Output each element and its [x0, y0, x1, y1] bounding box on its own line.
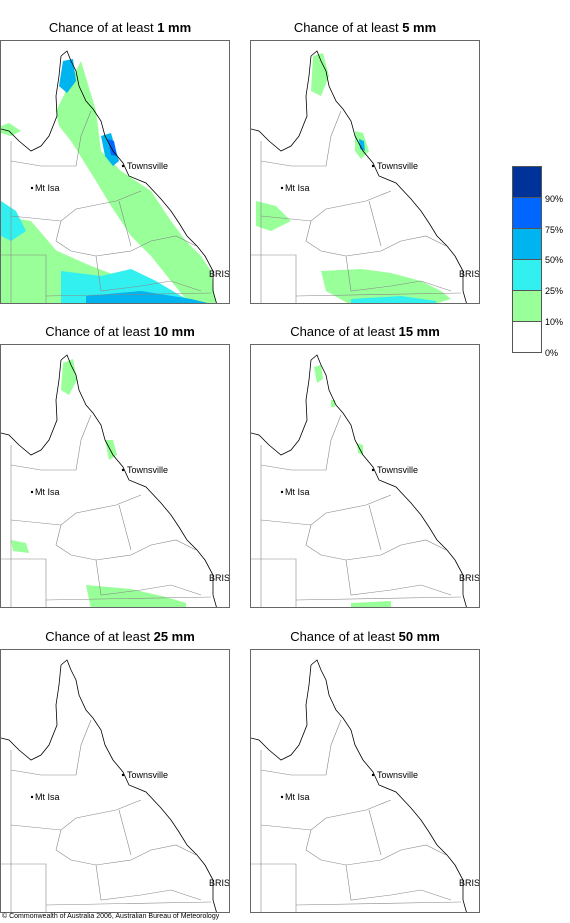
copyright-notice: © Commonwealth of Australia 2006, Austra… [2, 913, 220, 920]
legend-label-90: 90% [545, 194, 564, 204]
label-mt-isa: Mt Isa [35, 792, 60, 802]
map-svg: Townsville Mt Isa BRIS [251, 50, 480, 303]
title-prefix: Chance of at least [45, 324, 154, 339]
district-borders [251, 110, 462, 303]
map-5mm: Townsville Mt Isa BRIS [250, 40, 480, 304]
map-svg: Townsville Mt Isa BRIS [1, 50, 230, 303]
legend-color-bar [512, 166, 542, 353]
title-amount: 10 mm [153, 324, 195, 339]
title-prefix: Chance of at least [48, 20, 158, 35]
legend-swatch-0 [512, 321, 542, 353]
label-mt-isa: Mt Isa [285, 792, 310, 802]
title-prefix: Chance of at least [290, 324, 399, 339]
legend-label-25: 25% [545, 286, 564, 296]
title-amount: 25 mm [153, 629, 195, 644]
title-amount: 1 mm [157, 20, 192, 35]
label-brisbane: BRIS [459, 573, 480, 583]
legend-label-50: 50% [545, 255, 564, 265]
legend-swatch-50 [512, 228, 542, 259]
rain-shading [314, 365, 391, 607]
map-10mm: Townsville Mt Isa BRIS [0, 344, 230, 608]
district-borders [1, 110, 212, 303]
district-borders [251, 414, 462, 607]
panel-title-25mm: Chance of at least 25 mm [0, 629, 240, 645]
label-brisbane: BRIS [209, 878, 230, 888]
city-markers [30, 773, 125, 799]
legend-label-10: 10% [545, 317, 564, 327]
panel-title-15mm: Chance of at least 15 mm [245, 324, 485, 340]
city-markers [280, 773, 375, 799]
title-amount: 5 mm [402, 20, 437, 35]
district-borders [1, 719, 212, 912]
district-borders [1, 414, 212, 607]
coastline-and-borders [251, 50, 467, 303]
legend-label-0: 0% [545, 348, 559, 358]
map-50mm: Townsville Mt Isa BRIS [250, 649, 480, 913]
map-1mm: Townsville Mt Isa BRIS [0, 40, 230, 304]
panel-title-1mm: Chance of at least 1 mm [0, 20, 240, 36]
legend-label-75: 75% [545, 225, 564, 235]
map-25mm: Townsville Mt Isa BRIS [0, 649, 230, 913]
title-amount: 50 mm [398, 629, 440, 644]
panel-title-5mm: Chance of at least 5 mm [245, 20, 485, 36]
rain-shading [1, 59, 216, 303]
title-prefix: Chance of at least [45, 629, 154, 644]
legend-swatch-75 [512, 197, 542, 228]
map-svg: Townsville Mt Isa BRIS [251, 354, 480, 607]
label-brisbane: BRIS [209, 269, 230, 279]
label-townsville: Townsville [377, 465, 418, 475]
legend-swatch-10 [512, 290, 542, 321]
coastline-and-borders [1, 659, 217, 912]
map-15mm: Townsville Mt Isa BRIS [250, 344, 480, 608]
city-markers [280, 164, 375, 190]
map-svg: Townsville Mt Isa BRIS [1, 659, 230, 912]
label-townsville: Townsville [377, 770, 418, 780]
rain-shading [256, 53, 451, 303]
label-brisbane: BRIS [459, 269, 480, 279]
city-markers [30, 164, 125, 190]
coastline-and-borders [251, 659, 467, 912]
coastline-and-borders [1, 50, 217, 303]
label-mt-isa: Mt Isa [285, 183, 310, 193]
panel-title-10mm: Chance of at least 10 mm [0, 324, 240, 340]
legend-swatch-25 [512, 259, 542, 290]
label-mt-isa: Mt Isa [35, 487, 60, 497]
city-markers [280, 468, 375, 494]
title-prefix: Chance of at least [290, 629, 399, 644]
rain-shading [11, 359, 186, 607]
label-mt-isa: Mt Isa [35, 183, 60, 193]
map-svg: Townsville Mt Isa BRIS [1, 354, 230, 607]
coastline-and-borders [251, 354, 467, 607]
district-borders [251, 719, 462, 912]
legend-swatch-90 [512, 166, 542, 197]
map-svg: Townsville Mt Isa BRIS [251, 659, 480, 912]
label-brisbane: BRIS [459, 878, 480, 888]
label-brisbane: BRIS [209, 573, 230, 583]
title-amount: 15 mm [398, 324, 440, 339]
label-townsville: Townsville [377, 161, 418, 171]
coastline-and-borders [1, 354, 217, 607]
label-townsville: Townsville [127, 770, 168, 780]
panel-title-50mm: Chance of at least 50 mm [245, 629, 485, 645]
title-prefix: Chance of at least [293, 20, 403, 35]
label-townsville: Townsville [127, 465, 168, 475]
label-mt-isa: Mt Isa [285, 487, 310, 497]
city-markers [30, 468, 125, 494]
label-townsville: Townsville [127, 161, 168, 171]
